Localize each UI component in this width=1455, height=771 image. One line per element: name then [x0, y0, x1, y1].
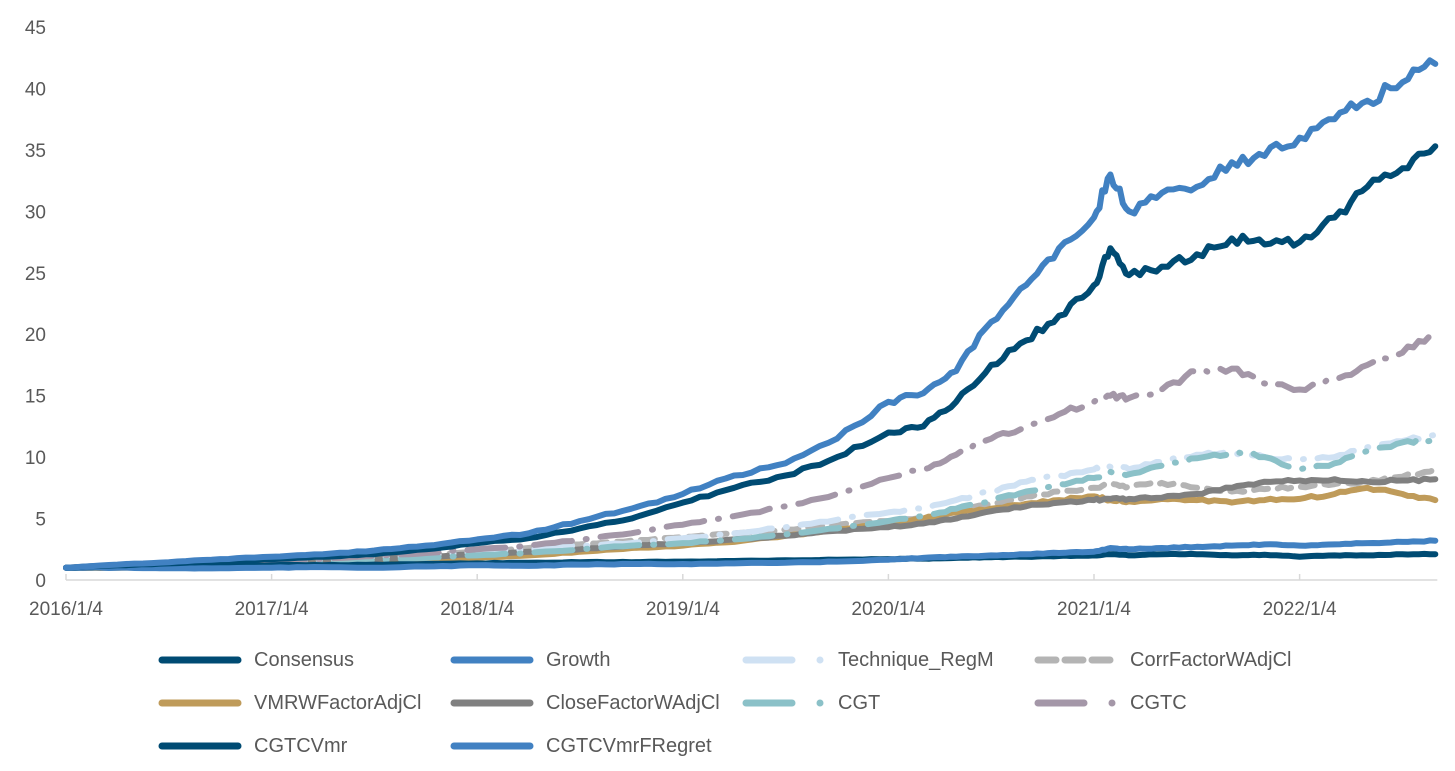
y-axis: 0 5 10 15 20 25 30 35 40 45: [25, 18, 46, 592]
x-tick-label: 2016/1/4: [29, 599, 103, 620]
legend-swatch: [742, 699, 824, 707]
legend-label: CGTCVmrFRegret: [546, 734, 712, 757]
plot-area: [63, 57, 1439, 572]
series-line-growth: [63, 537, 1439, 572]
legend-item[interactable]: CGTCVmr: [158, 731, 347, 761]
y-tick-label: 45: [25, 18, 46, 39]
y-tick-label: 30: [25, 202, 46, 223]
x-axis: 2016/1/4 2017/1/4 2018/1/4 2019/1/4 2020/1/4…: [29, 574, 1438, 620]
y-tick-label: 35: [25, 141, 46, 162]
x-tick-label: 2020/1/4: [851, 599, 925, 620]
x-tick-label: 2019/1/4: [646, 599, 720, 620]
x-tick-label: 2022/1/4: [1263, 599, 1337, 620]
legend-item[interactable]: CGTCVmrFRegret: [450, 731, 712, 761]
y-tick-label: 25: [25, 264, 46, 285]
y-tick-label: 5: [35, 510, 46, 531]
legend-swatch: [158, 656, 242, 664]
x-tick-label: 2021/1/4: [1057, 599, 1131, 620]
x-tick-label: 2018/1/4: [440, 599, 514, 620]
y-tick-label: 15: [25, 387, 46, 408]
legend-label: CorrFactorWAdjCl: [1130, 648, 1292, 671]
legend-item[interactable]: CGT: [742, 688, 880, 718]
legend-swatch: [450, 699, 534, 707]
legend-item[interactable]: CloseFactorWAdjCl: [450, 688, 720, 718]
legend-item[interactable]: Growth: [450, 645, 610, 675]
legend-label: CGTCVmr: [254, 734, 348, 757]
legend-swatch: [1034, 699, 1116, 707]
y-tick-label: 40: [25, 79, 46, 100]
legend-item[interactable]: CGTC: [1034, 688, 1187, 718]
legend-item[interactable]: CorrFactorWAdjCl: [1034, 645, 1292, 675]
series-line-cgtcvmrfregret: [63, 57, 1439, 571]
x-tick-label: 2017/1/4: [235, 599, 309, 620]
y-tick-label: 20: [25, 325, 46, 346]
legend-swatch: [450, 656, 534, 664]
legend-label: Consensus: [254, 648, 355, 671]
y-tick-label: 0: [35, 571, 46, 592]
legend-label: Technique_RegM: [838, 648, 994, 671]
legend-item[interactable]: Technique_RegM: [742, 645, 994, 675]
legend-label: Growth: [546, 648, 611, 671]
legend-swatch: [158, 742, 242, 750]
legend-label: CloseFactorWAdjCl: [546, 691, 720, 714]
legend-swatch: [450, 742, 534, 750]
series-line-cgt: [63, 435, 1439, 571]
legend-item[interactable]: VMRWFactorAdjCl: [158, 688, 421, 718]
y-tick-label: 10: [25, 448, 46, 469]
legend-swatch: [742, 656, 824, 664]
legend-swatch: [1034, 656, 1118, 664]
legend-label: CGTC: [1130, 691, 1187, 714]
legend-label: CGT: [838, 691, 881, 714]
legend-label: VMRWFactorAdjCl: [254, 691, 422, 714]
legend-item[interactable]: Consensus: [158, 645, 354, 675]
legend-swatch: [158, 699, 242, 707]
